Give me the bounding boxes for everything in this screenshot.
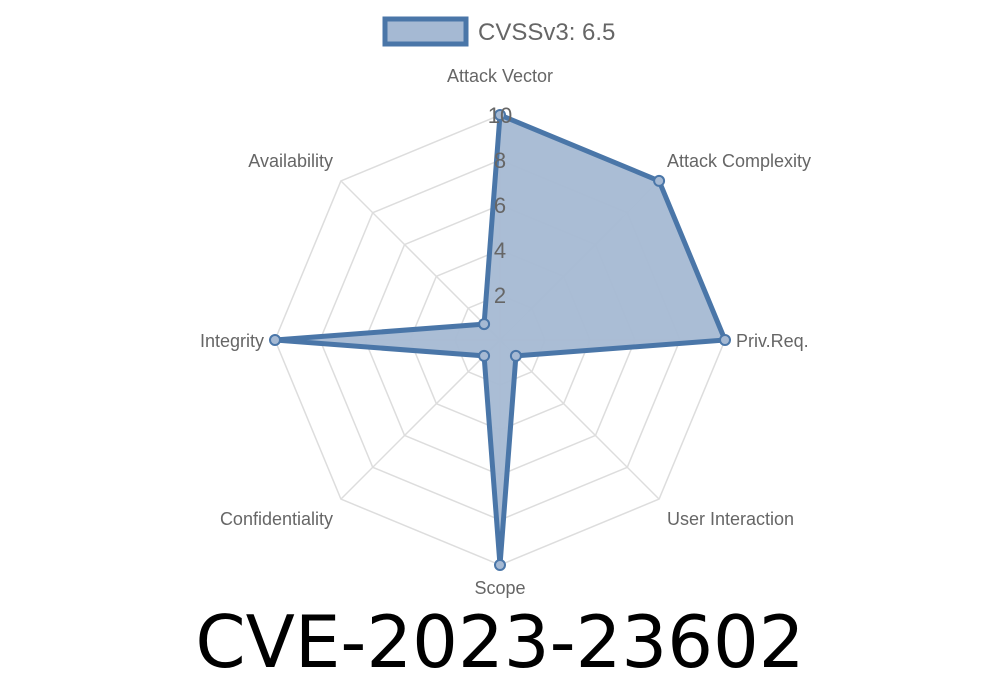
grid-spoke xyxy=(340,180,501,341)
axis-labels: Attack Vector Attack Complexity Priv.Req. U… xyxy=(200,66,811,598)
data-point xyxy=(478,349,491,362)
axis-label: Scope xyxy=(474,578,525,598)
data-point xyxy=(509,349,522,362)
axis-label: User Interaction xyxy=(667,509,794,529)
data-point xyxy=(494,559,506,571)
tick-labels: 2 4 6 8 10 xyxy=(488,103,512,308)
tick-label: 4 xyxy=(494,238,506,263)
grid-spoke xyxy=(499,339,660,500)
axis-label: Integrity xyxy=(200,331,264,351)
data-point xyxy=(478,318,491,331)
tick-label: 10 xyxy=(488,103,512,128)
data-point xyxy=(719,334,731,346)
axis-label: Availability xyxy=(248,151,333,171)
legend[interactable]: CVSSv3: 6.5 xyxy=(382,16,615,47)
page-title: CVE-2023-23602 xyxy=(195,600,805,684)
grid-spoke xyxy=(340,339,501,500)
legend-swatch xyxy=(382,16,469,47)
axis-label: Attack Vector xyxy=(447,66,553,86)
tick-label: 6 xyxy=(494,193,506,218)
axis-label: Priv.Req. xyxy=(736,331,809,351)
series xyxy=(269,109,731,571)
data-point xyxy=(494,109,506,121)
axis-label: Attack Complexity xyxy=(667,151,811,171)
axis-label: Confidentiality xyxy=(220,509,333,529)
legend-label: CVSSv3: 6.5 xyxy=(478,19,615,46)
tick-label: 2 xyxy=(494,283,506,308)
data-point xyxy=(653,174,666,187)
data-point xyxy=(269,334,281,346)
tick-label: 8 xyxy=(494,148,506,173)
